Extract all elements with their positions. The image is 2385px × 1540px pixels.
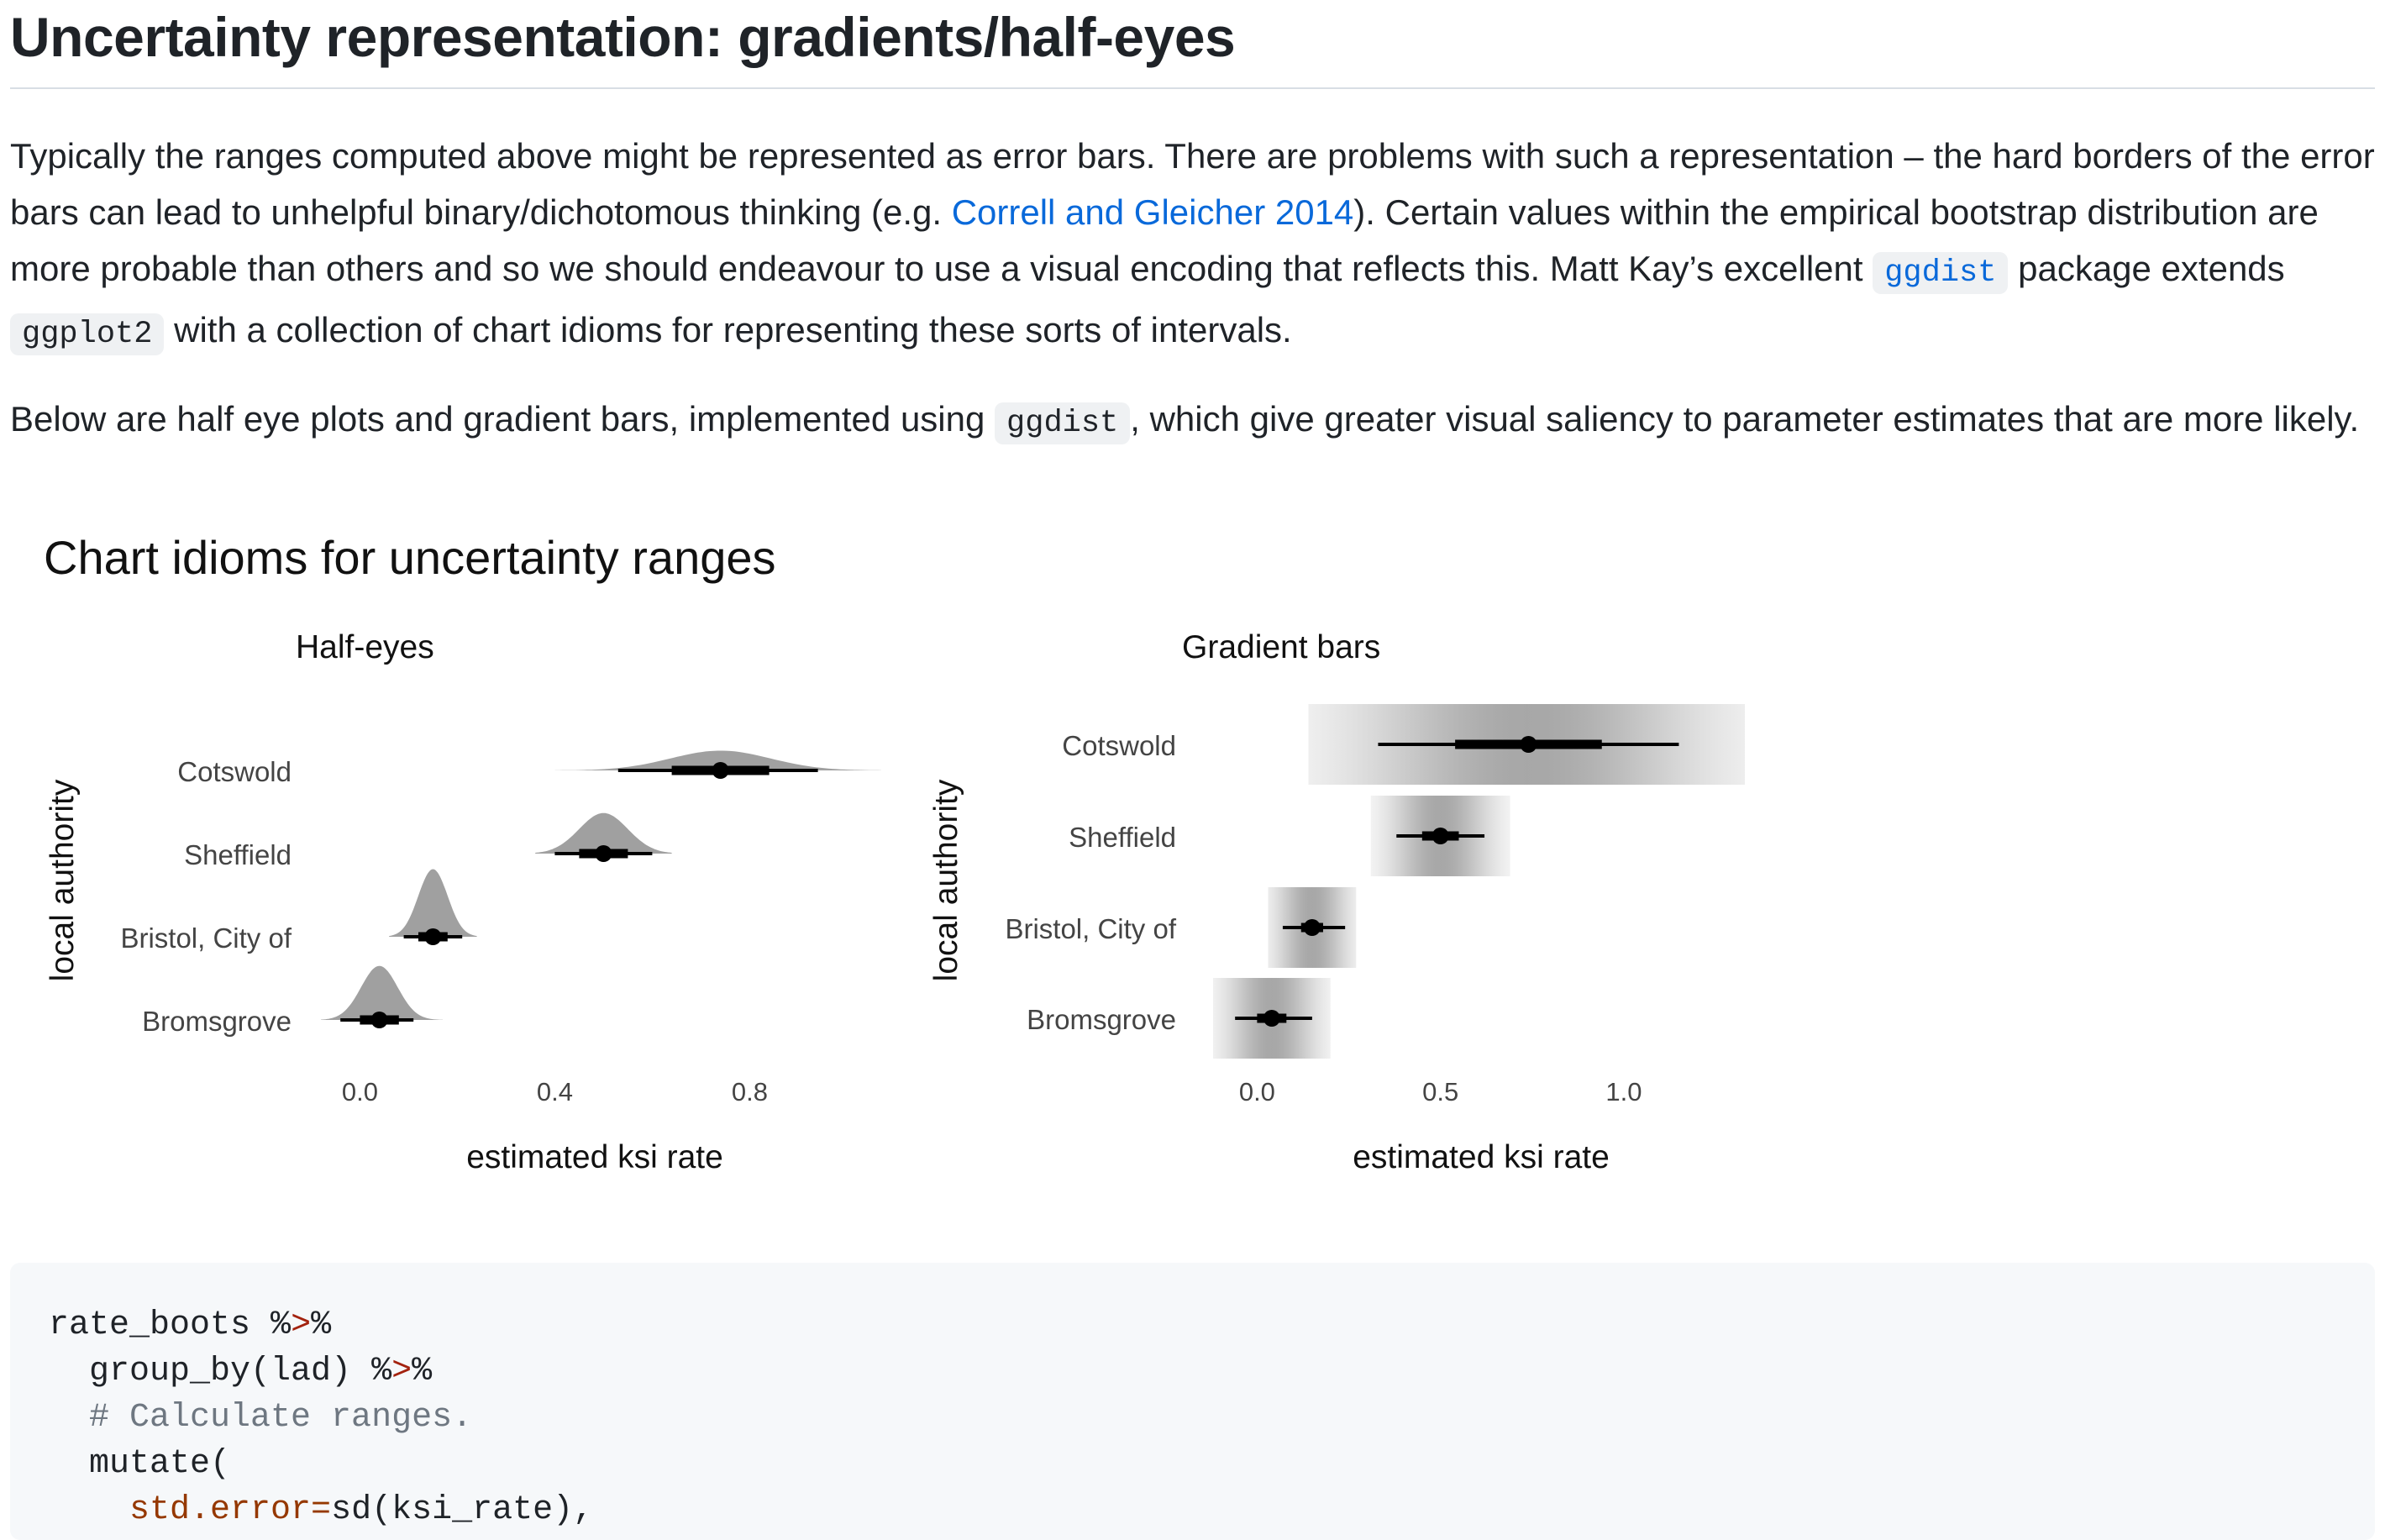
category-label: Bromsgrove — [142, 1006, 292, 1037]
point-estimate — [1432, 828, 1449, 844]
ggplot2-inline-code: ggplot2 — [10, 313, 165, 355]
category-label: Bristol, City of — [1005, 913, 1176, 944]
paragraph-text: package extends — [2008, 249, 2285, 288]
x-axis-label: estimated ksi rate — [1353, 1139, 1610, 1175]
point-estimate — [1520, 736, 1537, 753]
category-label: Bromsgrove — [1027, 1004, 1176, 1035]
paragraph-text: ). Certain values within the empirical b… — [10, 192, 2319, 288]
code-token: % — [371, 1353, 392, 1390]
y-axis-label: local authority — [928, 779, 964, 981]
x-tick-label: 0.8 — [732, 1077, 768, 1106]
point-estimate — [370, 1012, 388, 1028]
panel-title: Gradient bars — [1182, 629, 1380, 665]
paragraph-text: Below are half eye plots and gradient ba… — [10, 399, 996, 439]
point-estimate — [595, 845, 612, 862]
x-tick-label: 1.0 — [1605, 1077, 1642, 1106]
density-shape — [535, 812, 672, 854]
point-estimate — [424, 928, 442, 945]
intro-paragraph: Typically the ranges computed above migh… — [10, 128, 2375, 363]
point-estimate — [1263, 1010, 1280, 1027]
page-heading: Uncertainty representation: gradients/ha… — [10, 6, 1236, 68]
gradient-bars-panel: Gradient bars local authority estimated … — [928, 629, 1745, 1175]
x-tick-label: 0.5 — [1422, 1077, 1458, 1106]
figure-svg: Chart idioms for uncertainty ranges Half… — [44, 531, 1745, 1175]
code-comment: # Calculate ranges. — [49, 1399, 473, 1437]
correll-gleicher-link[interactable]: Correll and Gleicher 2014 — [951, 192, 1354, 232]
pipe-operator: > — [391, 1353, 412, 1390]
x-axis-label: estimated ksi rate — [466, 1139, 723, 1175]
ggdist-inline-code: ggdist — [995, 402, 1131, 444]
paragraph-text: with a collection of chart idioms for re… — [164, 310, 1292, 350]
category-label: Sheffield — [184, 839, 292, 870]
category-label: Sheffield — [1069, 822, 1176, 853]
category-label: Bristol, City of — [120, 922, 292, 954]
density-shape — [321, 965, 443, 1020]
code-token: % — [311, 1306, 332, 1344]
paragraph-text: Typically the ranges computed above migh… — [10, 136, 2375, 232]
panel-title: Half-eyes — [296, 629, 434, 665]
x-tick-label: 0.0 — [1239, 1077, 1275, 1106]
code-token: % — [271, 1306, 292, 1344]
category-label: Cotswold — [1062, 730, 1176, 761]
x-tick-label: 0.4 — [537, 1077, 573, 1106]
code-token: % — [412, 1353, 433, 1390]
code-token: rate_boots — [49, 1306, 271, 1344]
code-content: rate_boots %>% group_by(lad) %>% # Calcu… — [49, 1302, 593, 1533]
code-block: rate_boots %>% group_by(lad) %>% # Calcu… — [10, 1263, 2375, 1540]
density-shape — [389, 869, 477, 937]
figure-title: Chart idioms for uncertainty ranges — [44, 531, 776, 584]
point-estimate — [1303, 919, 1321, 936]
pipe-operator: > — [291, 1306, 312, 1344]
half-eyes-panel: Half-eyes local authority estimated ksi … — [45, 629, 881, 1175]
point-estimate — [712, 762, 729, 779]
code-token: mutate( — [49, 1445, 231, 1483]
x-tick-label: 0.0 — [342, 1077, 378, 1106]
heading-divider — [10, 87, 2375, 89]
second-paragraph: Below are half eye plots and gradient ba… — [10, 391, 2375, 452]
ggdist-code-link[interactable]: ggdist — [1873, 252, 2009, 294]
y-axis-label: local authority — [45, 779, 81, 981]
category-label: Cotswold — [177, 756, 292, 787]
paragraph-text: , which give greater visual saliency to … — [1130, 399, 2360, 439]
code-token: sd(ksi_rate), — [331, 1491, 594, 1529]
code-token: group_by(lad) — [49, 1353, 372, 1390]
density-shape — [554, 750, 881, 770]
uncertainty-figure: Chart idioms for uncertainty ranges Half… — [10, 521, 2375, 1193]
code-argument: std.error= — [49, 1491, 332, 1529]
